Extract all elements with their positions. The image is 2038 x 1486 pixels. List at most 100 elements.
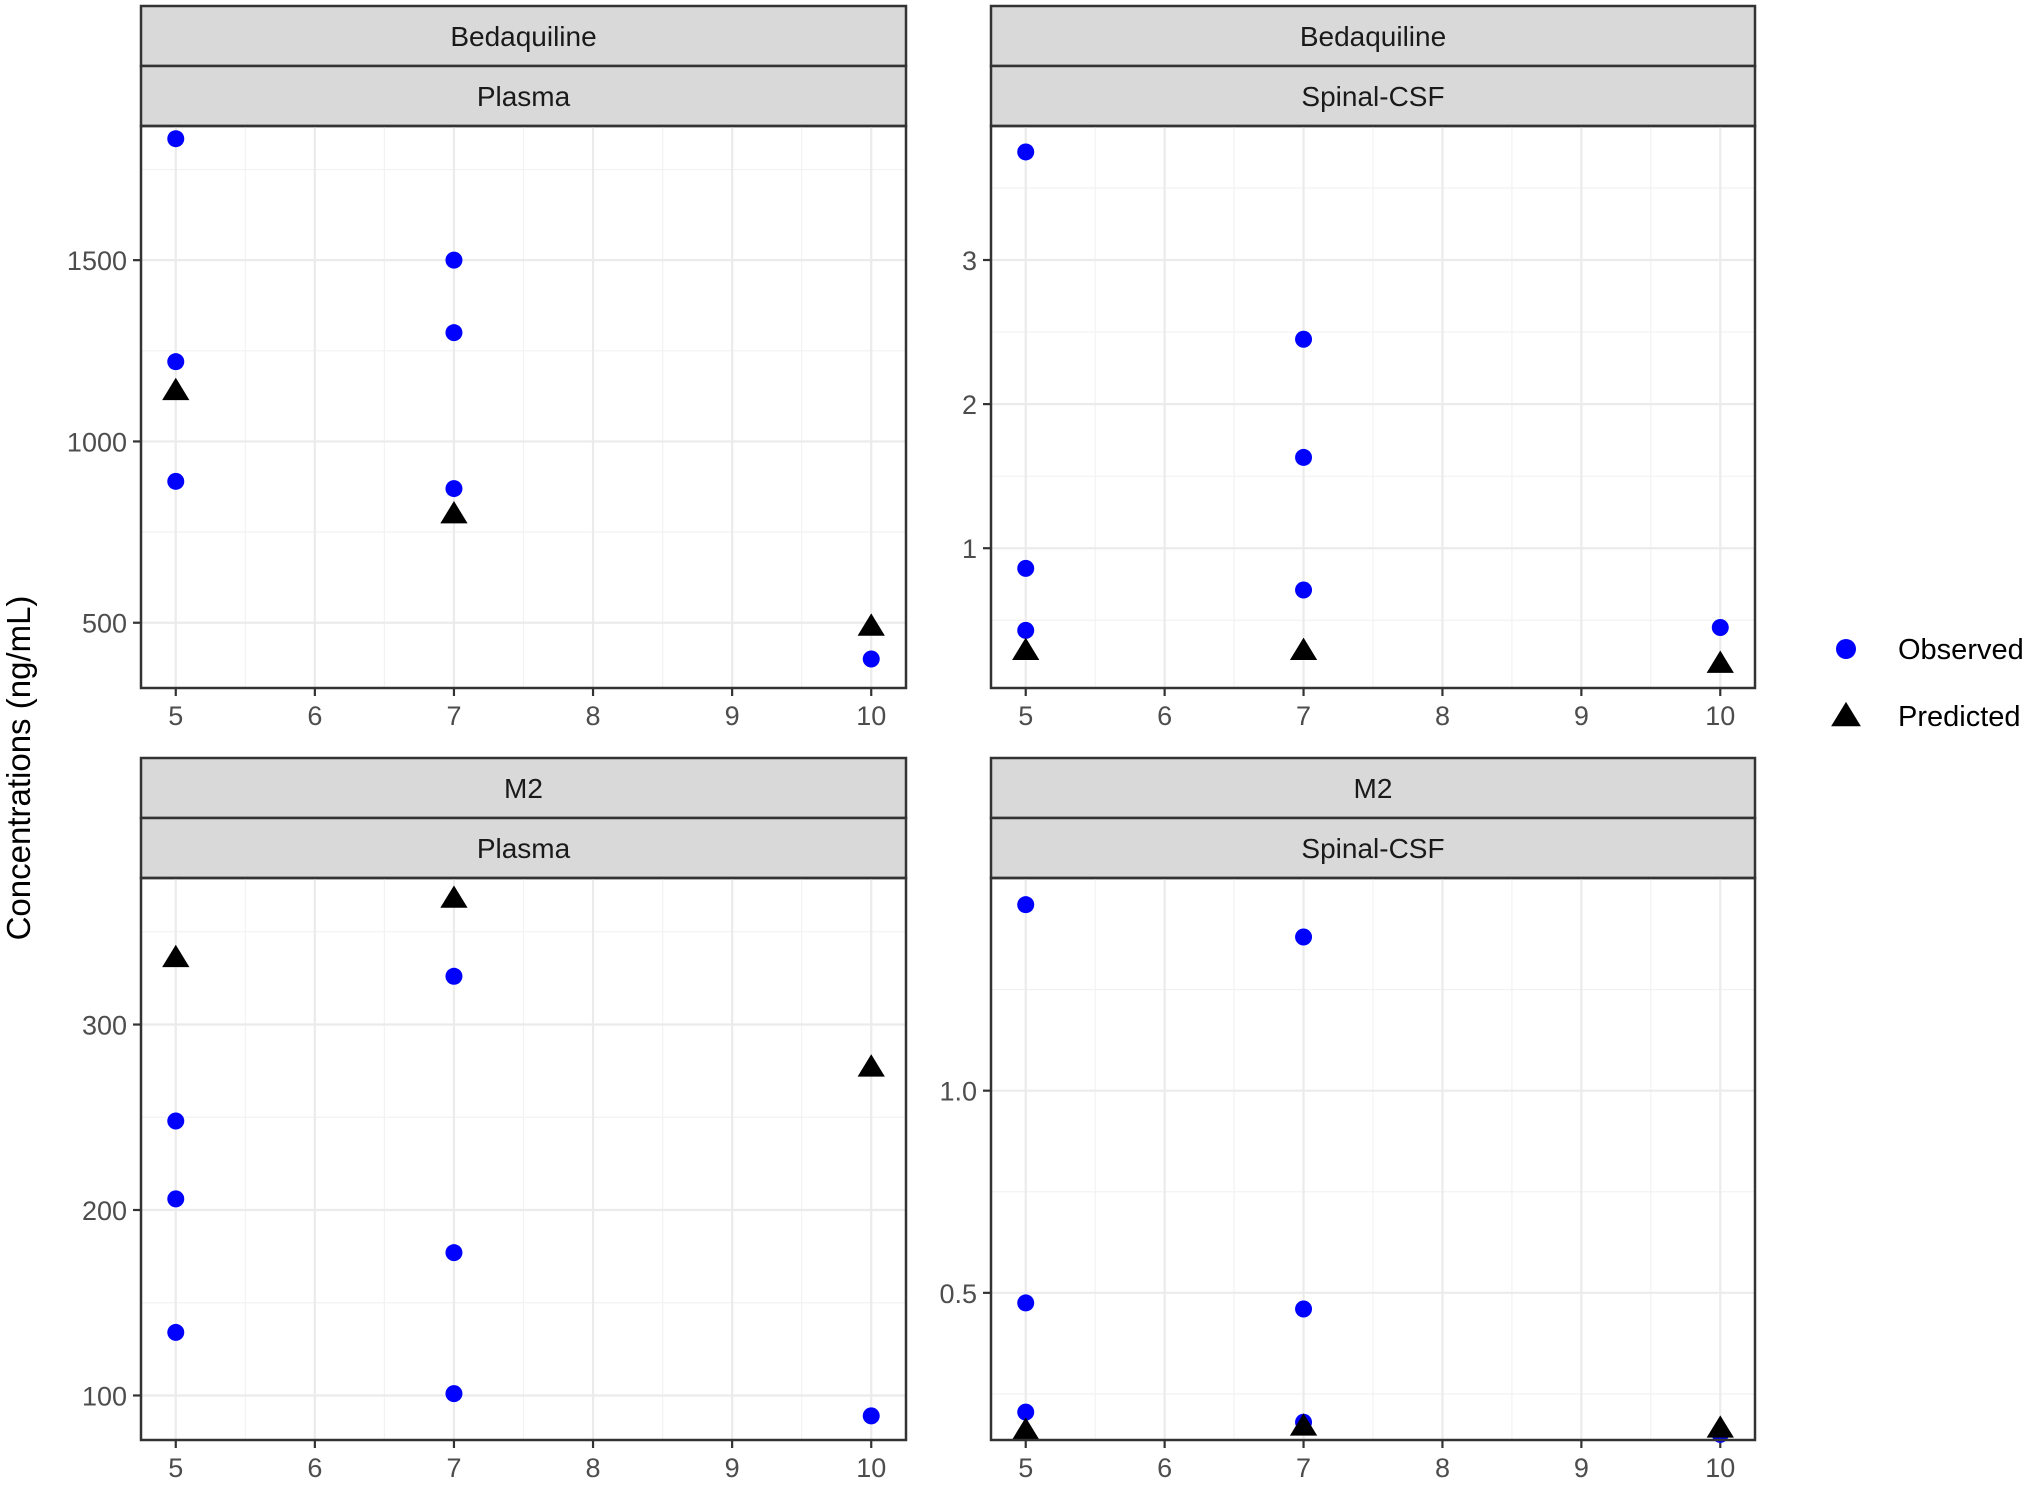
strip-top-label: Bedaquiline bbox=[1300, 21, 1446, 52]
observed-point bbox=[1017, 1294, 1035, 1312]
observed-point bbox=[445, 480, 463, 498]
observed-point bbox=[1017, 896, 1035, 914]
y-axis-title: Concentrations (ng/mL) bbox=[0, 596, 37, 941]
y-tick-label: 1.0 bbox=[939, 1077, 977, 1107]
strip-bottom bbox=[139, 64, 908, 128]
observed-point bbox=[862, 1407, 880, 1425]
observed-point bbox=[445, 251, 463, 269]
predicted-point bbox=[1012, 637, 1040, 660]
predicted-point bbox=[162, 944, 190, 968]
x-tick-label: 8 bbox=[1435, 701, 1450, 731]
observed-point bbox=[445, 967, 463, 985]
strip-bottom-label: Plasma bbox=[477, 833, 571, 864]
x-tick-label: 9 bbox=[1574, 1453, 1589, 1483]
observed-point bbox=[1295, 330, 1313, 348]
strip-bottom-label: Spinal-CSF bbox=[1301, 833, 1444, 864]
observed-point bbox=[167, 1323, 185, 1341]
panel-border bbox=[139, 876, 908, 1442]
predicted-point bbox=[1706, 650, 1734, 673]
x-tick-label: 10 bbox=[856, 701, 886, 731]
strip-bottom-label: Plasma bbox=[477, 81, 571, 112]
panel-border bbox=[989, 876, 1757, 1442]
strip-top bbox=[139, 756, 908, 820]
strip-bottom-label: Spinal-CSF bbox=[1301, 81, 1444, 112]
x-tick-label: 8 bbox=[1435, 1453, 1450, 1483]
facet-panel: M2 Plasma 5 6 7 8 9 10 100 200 300 bbox=[82, 756, 908, 1483]
observed-point bbox=[445, 1385, 463, 1403]
x-tick-label: 10 bbox=[1705, 701, 1735, 731]
strip-top bbox=[139, 4, 908, 68]
y-tick-label: 1000 bbox=[67, 427, 127, 457]
observed-point bbox=[167, 130, 185, 148]
observed-point bbox=[445, 1244, 463, 1262]
x-tick-label: 7 bbox=[1296, 1453, 1311, 1483]
facet-panel: Bedaquiline Spinal-CSF 5 6 7 8 9 10 1 2 3 bbox=[962, 4, 1757, 731]
x-tick-label: 5 bbox=[168, 701, 183, 731]
predicted-point bbox=[440, 885, 468, 908]
observed-point bbox=[1017, 143, 1035, 161]
y-tick-label: 200 bbox=[82, 1196, 127, 1226]
x-tick-label: 6 bbox=[1157, 701, 1172, 731]
x-tick-label: 10 bbox=[1705, 1453, 1735, 1483]
predicted-point bbox=[1012, 1417, 1040, 1440]
x-tick-label: 9 bbox=[1574, 701, 1589, 731]
y-tick-label: 2 bbox=[962, 390, 977, 420]
y-tick-label: 1500 bbox=[67, 246, 127, 276]
legend-key-predicted bbox=[1831, 701, 1861, 727]
legend: Observed Predicted bbox=[1831, 634, 2024, 733]
legend-label: Predicted bbox=[1898, 701, 2021, 733]
observed-point bbox=[1711, 618, 1729, 636]
observed-point bbox=[167, 472, 185, 490]
strip-bottom bbox=[139, 816, 908, 880]
x-tick-label: 8 bbox=[586, 1453, 601, 1483]
panel-border bbox=[139, 124, 908, 690]
x-tick-label: 5 bbox=[168, 1453, 183, 1483]
facet-panel: Bedaquiline Plasma 5 6 7 8 9 10 500 1000 1500 bbox=[67, 4, 908, 731]
strip-top-label: M2 bbox=[1354, 773, 1393, 804]
y-tick-label: 500 bbox=[82, 609, 127, 639]
predicted-point bbox=[857, 613, 885, 636]
y-tick-label: 300 bbox=[82, 1011, 127, 1041]
observed-point bbox=[167, 1190, 185, 1208]
y-tick-label: 3 bbox=[962, 246, 977, 276]
strip-top bbox=[989, 4, 1757, 68]
x-tick-label: 6 bbox=[307, 701, 322, 731]
x-tick-label: 8 bbox=[586, 701, 601, 731]
observed-point bbox=[1295, 581, 1313, 599]
predicted-point bbox=[857, 1054, 885, 1077]
observed-point bbox=[1017, 559, 1035, 577]
x-tick-label: 9 bbox=[725, 1453, 740, 1483]
x-tick-label: 7 bbox=[1296, 701, 1311, 731]
observed-point bbox=[1295, 1300, 1313, 1318]
observed-point bbox=[167, 353, 185, 371]
y-tick-label: 1 bbox=[962, 534, 977, 564]
x-tick-label: 7 bbox=[446, 701, 461, 731]
x-tick-label: 7 bbox=[446, 1453, 461, 1483]
y-tick-label: 100 bbox=[82, 1381, 127, 1411]
strip-top-label: M2 bbox=[504, 773, 543, 804]
x-tick-label: 5 bbox=[1018, 701, 1033, 731]
observed-point bbox=[1017, 1403, 1035, 1421]
x-tick-label: 6 bbox=[307, 1453, 322, 1483]
predicted-point bbox=[440, 501, 468, 524]
observed-point bbox=[445, 324, 463, 342]
observed-point bbox=[862, 650, 880, 668]
strip-top bbox=[989, 756, 1757, 820]
y-tick-label: 0.5 bbox=[939, 1279, 977, 1309]
observed-point bbox=[1017, 621, 1035, 639]
predicted-point bbox=[1289, 637, 1318, 660]
observed-point bbox=[1295, 928, 1313, 946]
strip-bottom bbox=[989, 816, 1757, 880]
strip-top-label: Bedaquiline bbox=[450, 21, 596, 52]
predicted-point bbox=[1706, 1415, 1734, 1438]
predicted-point bbox=[1289, 1413, 1318, 1436]
panel-border bbox=[989, 124, 1757, 690]
x-tick-label: 6 bbox=[1157, 1453, 1172, 1483]
x-tick-label: 9 bbox=[725, 701, 740, 731]
legend-label: Observed bbox=[1898, 634, 2024, 666]
x-tick-label: 10 bbox=[856, 1453, 886, 1483]
x-tick-label: 5 bbox=[1018, 1453, 1033, 1483]
observed-point bbox=[1295, 448, 1313, 466]
strip-bottom bbox=[989, 64, 1757, 128]
